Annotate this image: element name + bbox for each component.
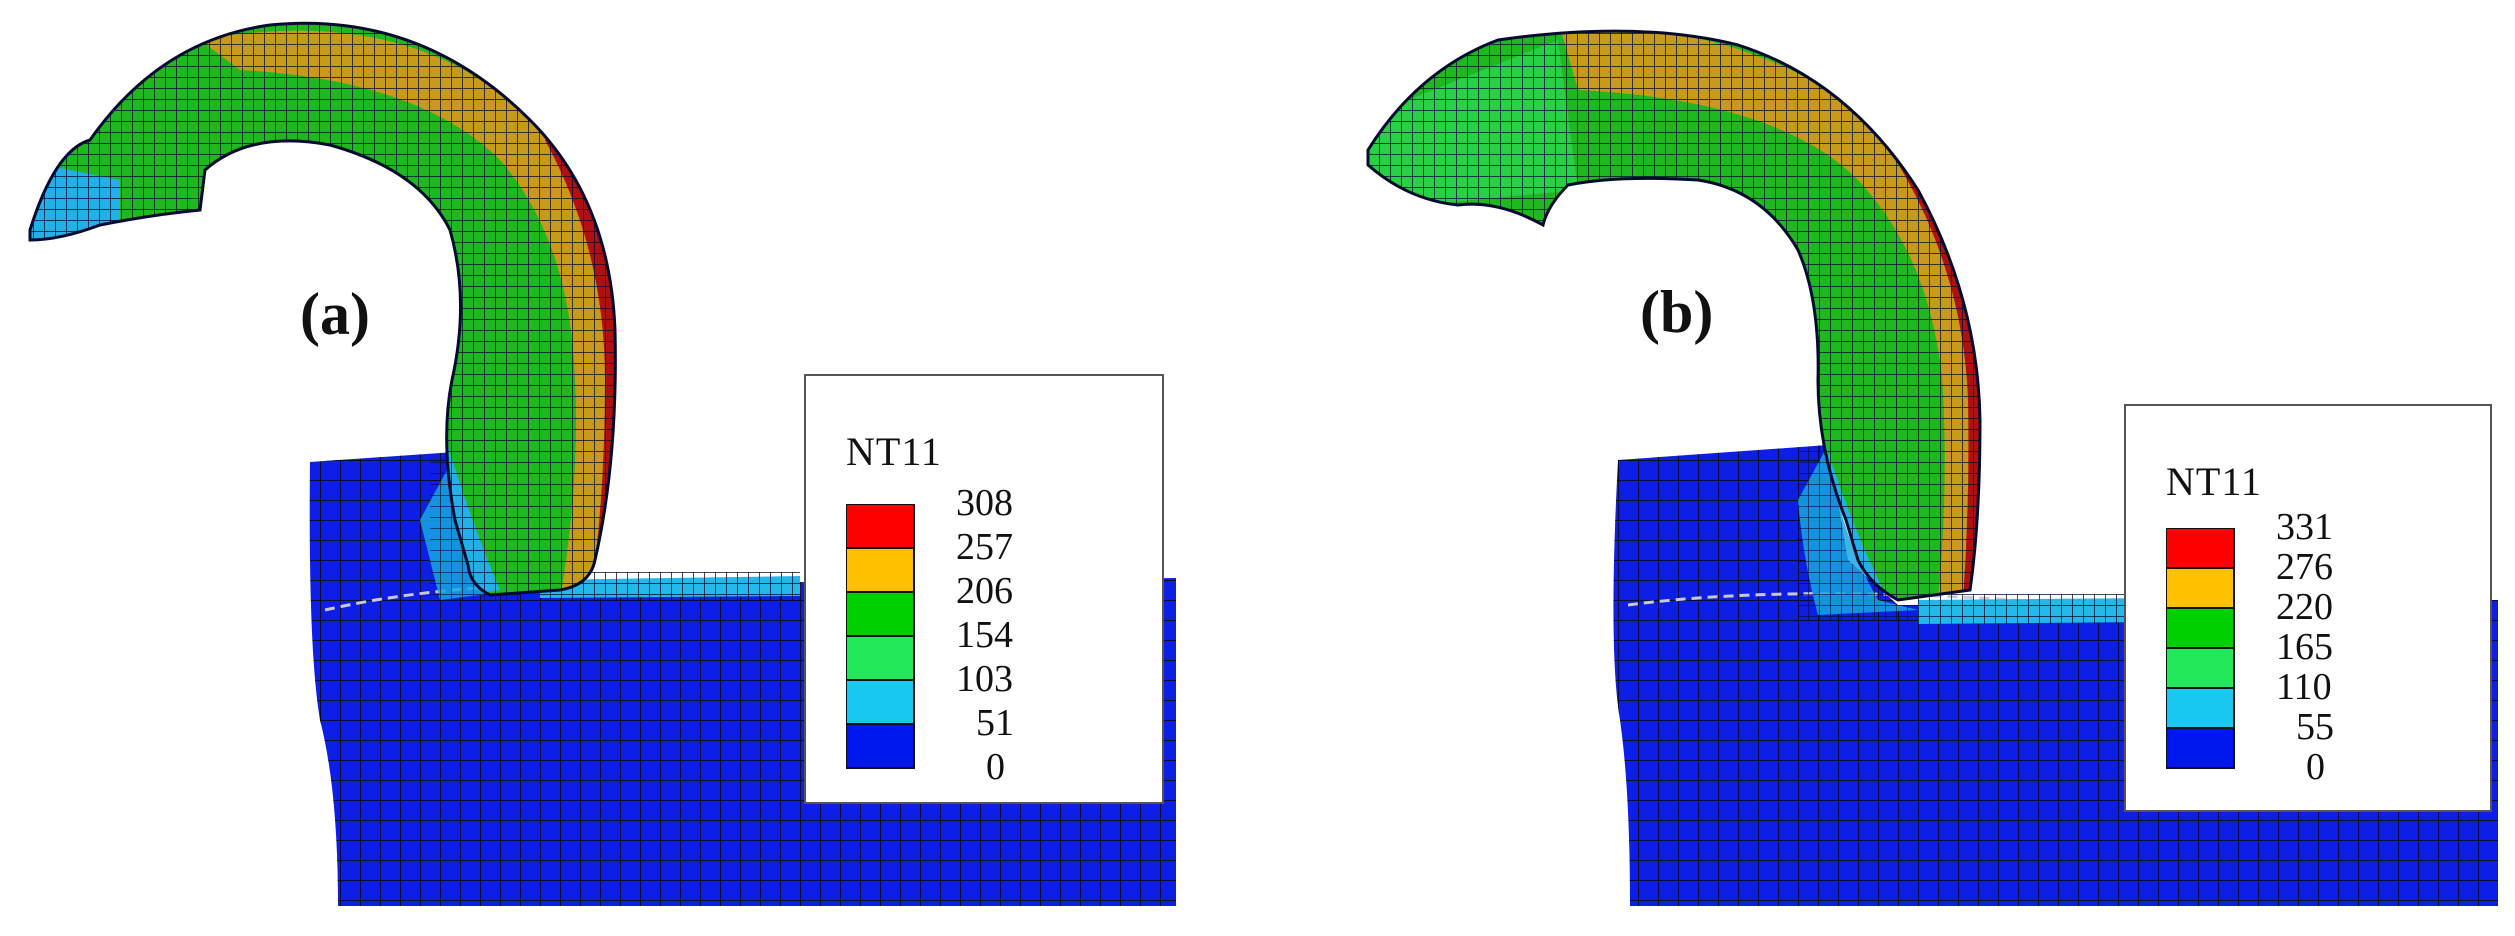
legend-tick-label: 308 [956, 482, 1013, 524]
fe-mesh-simulation-b [1366, 29, 2498, 906]
legend-tick-label: 0 [2306, 746, 2325, 788]
legend-color-scale [2166, 528, 2235, 769]
fe-mesh-simulation-a [28, 21, 1176, 906]
color-legend: NT11 308 257 206 154 103 51 0 [804, 374, 1164, 804]
legend-tick-label: 110 [2276, 666, 2332, 708]
legend-tick-label: 55 [2296, 706, 2334, 748]
panel-label: (a) [300, 281, 370, 347]
panel-label: (b) [1640, 279, 1714, 345]
legend-swatch-6 [846, 723, 915, 769]
legend-swatch-4 [2166, 647, 2235, 689]
legend-tick-label: 0 [986, 746, 1005, 788]
legend-swatch-1 [846, 504, 915, 549]
legend-swatch-2 [846, 547, 915, 593]
legend-tick-label: 206 [956, 570, 1013, 612]
legend-title: NT11 [2166, 459, 2262, 504]
legend-tick-label: 257 [956, 526, 1013, 568]
legend-swatch-3 [2166, 607, 2235, 649]
legend-color-scale [846, 504, 915, 769]
legend-tick-label: 165 [2276, 626, 2333, 668]
legend-swatch-5 [846, 679, 915, 725]
legend-swatch-5 [2166, 687, 2235, 729]
panel-a: (a) NT11 308 257 206 154 103 51 0 [0, 0, 1257, 936]
legend-swatch-6 [2166, 727, 2235, 769]
legend-swatch-3 [846, 591, 915, 637]
legend-swatch-4 [846, 635, 915, 681]
legend-tick-label: 276 [2276, 546, 2333, 588]
panel-b: (b) NT11 331 276 220 165 110 55 0 [1258, 0, 2515, 936]
legend-tick-label: 220 [2276, 586, 2333, 628]
legend-tick-label: 103 [956, 658, 1013, 700]
legend-swatch-2 [2166, 567, 2235, 609]
legend-swatch-1 [2166, 528, 2235, 569]
legend-tick-label: 154 [956, 614, 1013, 656]
legend-tick-label: 331 [2276, 506, 2333, 548]
color-legend: NT11 331 276 220 165 110 55 0 [2124, 404, 2492, 812]
legend-title: NT11 [846, 429, 942, 474]
legend-tick-label: 51 [976, 702, 1014, 744]
